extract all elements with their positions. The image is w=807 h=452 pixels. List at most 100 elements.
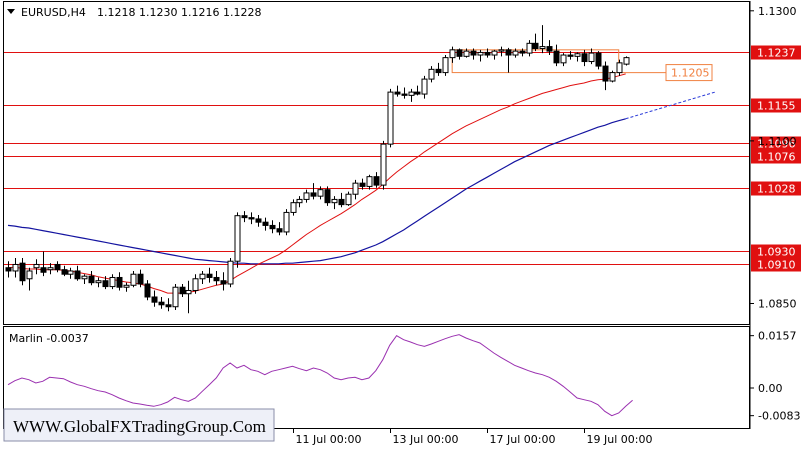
box-label: 1.1205	[671, 67, 710, 80]
level-tag	[751, 98, 801, 113]
candle	[144, 280, 151, 301]
price-tick-label: 1.1300	[758, 5, 797, 18]
indicator-tick-label: 0.0157	[758, 330, 797, 343]
candle-body	[158, 301, 165, 306]
indicator-label: Marlin -0.0037	[9, 332, 89, 345]
candle-body	[602, 65, 609, 82]
indicator-tick-label: 0.00	[758, 382, 783, 395]
price-tick-label: 1.1100	[758, 135, 797, 148]
candle	[574, 52, 581, 62]
candle-body	[512, 50, 519, 56]
candle	[519, 48, 526, 57]
candle	[449, 46, 456, 63]
candle-body	[387, 91, 394, 145]
candle-body	[456, 49, 463, 57]
candle	[581, 49, 588, 67]
candle	[331, 196, 338, 210]
box-tag	[665, 64, 713, 82]
candle	[206, 267, 213, 283]
candle-body	[67, 270, 74, 275]
candle-body	[428, 68, 435, 80]
candle-body	[255, 218, 262, 223]
candle	[526, 40, 533, 57]
candle	[345, 191, 352, 206]
candle-body	[421, 78, 428, 95]
price-axis: 1.1300 1.1100 1.0850	[750, 5, 797, 310]
candle	[220, 272, 227, 291]
candle	[151, 290, 158, 307]
time-axis: 11 Jul 00:00 13 Jul 00:00 17 Jul 00:00 19 J…	[293, 429, 652, 446]
candle	[283, 209, 290, 236]
candle-body	[151, 296, 158, 303]
candle-body	[276, 228, 283, 233]
candle	[442, 55, 449, 76]
candle	[408, 88, 415, 102]
candle	[158, 296, 165, 309]
candle-body	[12, 263, 19, 272]
candle	[560, 53, 567, 67]
candle	[470, 48, 477, 60]
candle-body	[470, 50, 477, 56]
candle-body	[269, 224, 276, 230]
candle	[588, 48, 595, 65]
high-value: 1.1230	[139, 6, 178, 19]
candle	[172, 283, 179, 310]
candle	[54, 261, 61, 273]
candle-body	[317, 189, 324, 197]
candle-body	[248, 217, 255, 220]
candle	[5, 261, 12, 278]
candle-body	[609, 72, 616, 82]
candle-body	[442, 57, 449, 74]
candle-body	[227, 260, 234, 285]
price-pane	[3, 1, 750, 325]
level-tag	[751, 181, 801, 196]
level-label: 1.0930	[757, 246, 796, 259]
candle	[296, 196, 303, 208]
candle	[26, 267, 33, 291]
candle-body	[123, 284, 130, 288]
candle-body	[26, 270, 33, 280]
candle-body	[137, 273, 144, 285]
candle	[456, 48, 463, 60]
candle-body	[179, 286, 186, 295]
candle-body	[19, 262, 26, 282]
candle	[40, 251, 47, 277]
candle	[414, 85, 421, 96]
marlin-line	[7, 334, 633, 417]
candle	[484, 48, 491, 58]
dropdown-triangle-icon[interactable]	[7, 9, 15, 14]
candle	[102, 276, 109, 290]
candle	[255, 215, 262, 227]
candle	[248, 212, 255, 225]
candle-body	[144, 283, 151, 298]
candle	[192, 274, 199, 294]
candle	[262, 217, 269, 231]
candle	[33, 259, 40, 275]
level-label: 1.0910	[757, 259, 796, 272]
candle-body	[519, 50, 526, 54]
candle	[269, 220, 276, 234]
candle	[352, 179, 359, 200]
price-tick-label: 1.0850	[758, 297, 797, 310]
level-tag	[751, 149, 801, 164]
candle-body	[290, 202, 297, 213]
candle-body	[206, 273, 213, 278]
candle-body	[345, 193, 352, 206]
candle	[623, 56, 630, 66]
candle-body	[130, 273, 137, 286]
candle	[310, 183, 317, 200]
low-value: 1.1216	[181, 6, 220, 19]
candle	[276, 222, 283, 236]
candle	[567, 51, 574, 60]
level-label: 1.1096	[757, 138, 796, 151]
candle	[61, 265, 68, 277]
level-label: 1.1028	[757, 183, 796, 196]
candle-body	[262, 221, 269, 226]
candle	[12, 257, 19, 278]
candle-body	[595, 52, 602, 67]
candle	[359, 178, 366, 190]
candle-body	[498, 49, 505, 52]
candle	[401, 87, 408, 99]
